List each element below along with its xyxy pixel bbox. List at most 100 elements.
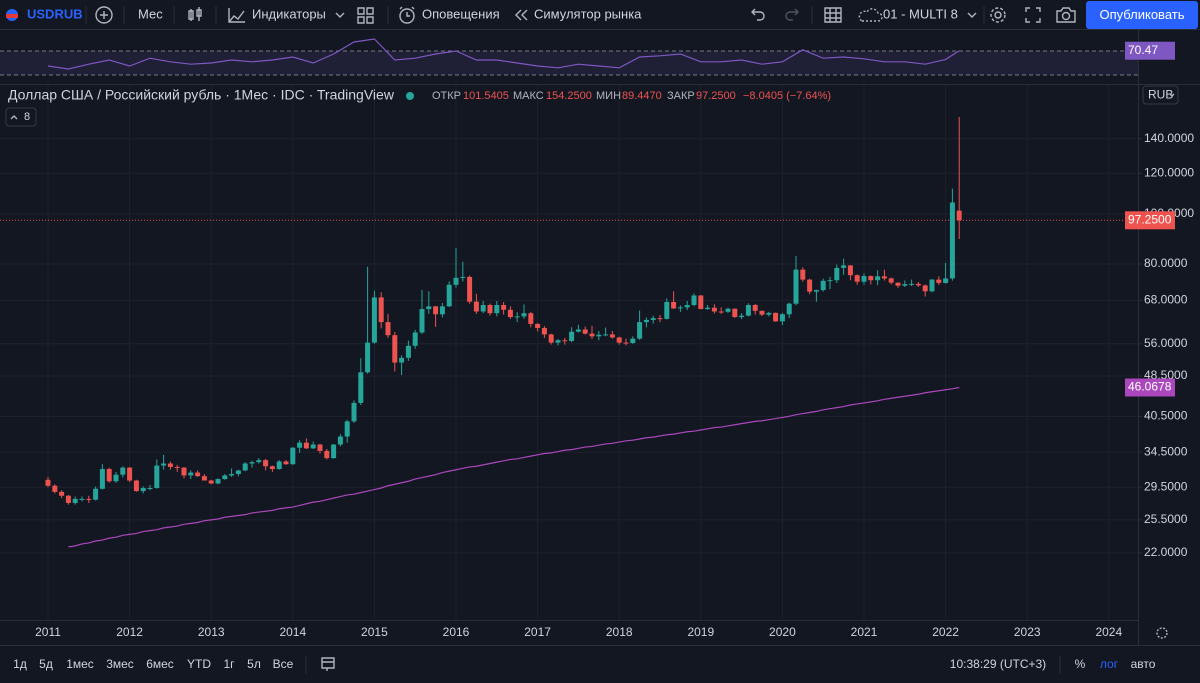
candle-body [52,485,58,492]
indicators-icon[interactable] [228,8,245,23]
candle-body [827,280,833,282]
rsi-value-tag: 70.47 [1128,43,1158,57]
x-tick-label: 2014 [279,625,306,639]
layout-menu[interactable] [967,12,977,18]
undo[interactable] [751,8,765,21]
candle-body [276,461,282,470]
candle-body [732,308,738,318]
alerts-icon[interactable] [399,8,415,24]
y-tick-label: 40.5000 [1144,408,1188,422]
indicators[interactable]: Индикаторы [252,6,326,21]
candle-body [297,442,303,448]
candle-body [351,402,357,422]
symbol[interactable]: USDRUB [27,6,83,21]
y-tick-label: 22.0000 [1144,545,1188,559]
candle-body [344,421,350,437]
candle-body [45,479,51,486]
candle-body [514,316,520,318]
auto-toggle[interactable]: авто [1131,657,1156,671]
candle-body [575,329,581,332]
candle-body [467,276,473,302]
low-value: 89.4470 [622,90,662,102]
candle-body [365,342,371,373]
snapshot[interactable] [1056,7,1076,23]
settings-gear [990,7,1006,23]
layout-grid[interactable] [824,7,842,23]
candle-body [358,372,364,403]
fullscreen[interactable] [1025,7,1041,23]
close-label: ЗАКР [667,90,695,102]
layout-name[interactable]: 01 - MULTI 8 [883,6,958,21]
interval[interactable]: Мес [138,6,163,21]
x-tick-label: 2022 [932,625,959,639]
symbol-title: Доллар США / Российский рубль · 1Мес · I… [8,87,395,103]
candle-body [718,311,724,313]
candle-body [263,460,269,467]
range-button[interactable]: 5д [39,657,53,671]
indicators-menu[interactable] [335,12,345,18]
templates[interactable] [357,7,374,24]
x-tick-label: 2017 [524,625,551,639]
candle-body [337,436,343,445]
high-value: 154.2500 [546,90,592,102]
settings[interactable] [994,11,1002,19]
candle-body [807,279,813,292]
currency[interactable]: RUB [1148,88,1173,102]
range-button[interactable]: YTD [187,657,211,671]
publish-button[interactable] [1086,1,1198,29]
candle-body [419,309,425,333]
date-range-icon[interactable] [321,657,335,671]
candle-body [494,305,500,314]
candle-body [99,469,105,489]
alerts[interactable]: Оповещения [422,6,500,21]
candle-body [208,480,214,484]
x-tick-label: 2013 [198,625,225,639]
candle-body [630,338,636,344]
range-button[interactable]: Все [273,657,294,671]
percent-toggle[interactable]: % [1075,657,1086,671]
candle-body [79,498,85,500]
candle-body [650,318,656,320]
range-button[interactable]: 1д [13,657,27,671]
bottom-bar: 10:38:29 (UTC+3) % лог авто 1д 5д 1мес 3мес… [13,656,1156,674]
redo[interactable] [785,8,799,21]
candle-body [412,332,418,346]
collapse-icon [10,115,18,120]
candle-body [956,210,962,221]
currency-button[interactable] [1142,85,1179,105]
range-button[interactable]: 5л [247,657,261,671]
x-tick-label: 2020 [769,625,796,639]
x-tick-label: 2024 [1095,625,1122,639]
indicators-toggle[interactable] [5,107,37,127]
candle-body [269,466,275,470]
axis-settings[interactable] [1156,627,1168,639]
candle-body [745,305,751,316]
candle-body [868,276,874,281]
ma-value-tag-bg [1125,378,1175,397]
range-button[interactable]: 3мес [106,657,134,671]
candle-body [555,340,561,343]
candle-body [936,279,942,283]
chart-type[interactable] [188,7,202,21]
candle-body [773,312,779,322]
replay-icon[interactable] [515,9,528,21]
symbol-flag [6,14,18,18]
replay[interactable]: Симулятор рынка [534,6,642,21]
publish[interactable]: Опубликовать [1099,7,1184,22]
range-button[interactable]: 1мес [66,657,94,671]
candle-body [215,479,221,484]
log-toggle[interactable]: лог [1100,657,1119,671]
last-price-tag-bg [1125,211,1175,230]
add-symbol[interactable] [95,6,113,24]
range-button[interactable]: 1г [223,657,235,671]
toolbar: USDRUB Мес Индикаторы Оповещения Симулят… [0,1,1200,30]
clock[interactable]: 10:38:29 (UTC+3) [950,657,1046,671]
candle-body [800,269,806,280]
range-button[interactable]: 6мес [146,657,174,671]
candle-body [140,488,146,492]
candle-body [460,276,466,278]
candle-body [433,306,439,315]
low-label: МИН [596,90,621,102]
candle-body [820,280,826,291]
